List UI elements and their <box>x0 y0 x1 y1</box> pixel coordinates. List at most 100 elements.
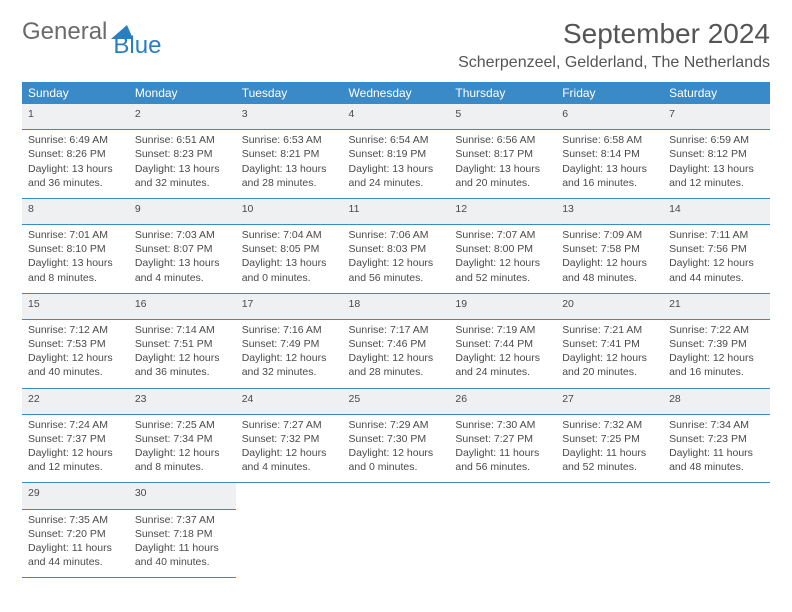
day-day2: and 36 minutes. <box>135 365 230 379</box>
day-day2: and 0 minutes. <box>349 460 444 474</box>
day-number: 21 <box>663 293 770 319</box>
day-cell: Sunrise: 7:07 AMSunset: 8:00 PMDaylight:… <box>449 225 556 294</box>
day-sunrise: Sunrise: 7:22 AM <box>669 323 764 337</box>
day-sunrise: Sunrise: 7:04 AM <box>242 228 337 242</box>
day-sunset: Sunset: 7:37 PM <box>28 432 123 446</box>
day-number-row: 1234567 <box>22 104 770 130</box>
day-number: 13 <box>556 198 663 224</box>
day-sunset: Sunset: 8:03 PM <box>349 242 444 256</box>
title-block: September 2024 Scherpenzeel, Gelderland,… <box>458 18 770 72</box>
day-day1: Daylight: 12 hours <box>669 351 764 365</box>
day-number: 20 <box>556 293 663 319</box>
day-sunset: Sunset: 7:20 PM <box>28 527 123 541</box>
day-day1: Daylight: 12 hours <box>349 446 444 460</box>
day-day2: and 0 minutes. <box>242 271 337 285</box>
day-day1: Daylight: 11 hours <box>562 446 657 460</box>
day-sunset: Sunset: 7:27 PM <box>455 432 550 446</box>
day-content-row: Sunrise: 7:35 AMSunset: 7:20 PM Daylight:… <box>22 509 770 578</box>
day-number: 25 <box>343 388 450 414</box>
day-day2: and 4 minutes. <box>242 460 337 474</box>
day-number-row: 22232425262728 <box>22 388 770 414</box>
day-sunrise: Sunrise: 7:01 AM <box>28 228 123 242</box>
day-cell: Sunrise: 7:17 AMSunset: 7:46 PMDaylight:… <box>343 319 450 388</box>
day-day2: and 44 minutes. <box>28 555 123 569</box>
weekday-header: Monday <box>129 82 236 104</box>
day-number: 16 <box>129 293 236 319</box>
day-sunset: Sunset: 7:51 PM <box>135 337 230 351</box>
day-number <box>236 483 343 509</box>
day-day2: and 52 minutes. <box>562 460 657 474</box>
weekday-header: Wednesday <box>343 82 450 104</box>
day-day1: Daylight: 13 hours <box>242 162 337 176</box>
day-number: 23 <box>129 388 236 414</box>
day-sunset: Sunset: 8:23 PM <box>135 147 230 161</box>
day-cell: Sunrise: 6:59 AMSunset: 8:12 PMDaylight:… <box>663 130 770 199</box>
day-cell: Sunrise: 6:53 AMSunset: 8:21 PMDaylight:… <box>236 130 343 199</box>
day-number: 8 <box>22 198 129 224</box>
day-sunset: Sunset: 7:41 PM <box>562 337 657 351</box>
day-day1: Daylight: 11 hours <box>135 541 230 555</box>
day-cell: Sunrise: 6:51 AMSunset: 8:23 PMDaylight:… <box>129 130 236 199</box>
day-day1: Daylight: 12 hours <box>455 351 550 365</box>
day-cell: Sunrise: 7:32 AMSunset: 7:25 PMDaylight:… <box>556 414 663 483</box>
day-cell <box>556 509 663 578</box>
day-day2: and 32 minutes. <box>135 176 230 190</box>
day-sunset: Sunset: 8:14 PM <box>562 147 657 161</box>
day-day2: and 44 minutes. <box>669 271 764 285</box>
header: General Blue September 2024 Scherpenzeel… <box>22 18 770 72</box>
day-cell: Sunrise: 7:04 AMSunset: 8:05 PMDaylight:… <box>236 225 343 294</box>
day-cell: Sunrise: 7:30 AMSunset: 7:27 PMDaylight:… <box>449 414 556 483</box>
day-cell: Sunrise: 6:56 AMSunset: 8:17 PMDaylight:… <box>449 130 556 199</box>
day-sunset: Sunset: 7:34 PM <box>135 432 230 446</box>
day-sunrise: Sunrise: 6:51 AM <box>135 133 230 147</box>
day-sunrise: Sunrise: 7:11 AM <box>669 228 764 242</box>
day-sunrise: Sunrise: 7:16 AM <box>242 323 337 337</box>
day-cell: Sunrise: 6:49 AMSunset: 8:26 PMDaylight:… <box>22 130 129 199</box>
day-cell <box>449 509 556 578</box>
day-day2: and 56 minutes. <box>455 460 550 474</box>
day-sunrise: Sunrise: 7:29 AM <box>349 418 444 432</box>
day-content-row: Sunrise: 7:01 AMSunset: 8:10 PMDaylight:… <box>22 225 770 294</box>
day-cell: Sunrise: 7:16 AMSunset: 7:49 PMDaylight:… <box>236 319 343 388</box>
day-sunrise: Sunrise: 7:12 AM <box>28 323 123 337</box>
day-cell: Sunrise: 7:09 AMSunset: 7:58 PMDaylight:… <box>556 225 663 294</box>
day-sunrise: Sunrise: 7:03 AM <box>135 228 230 242</box>
day-day1: Daylight: 13 hours <box>669 162 764 176</box>
day-number: 1 <box>22 104 129 130</box>
day-sunrise: Sunrise: 6:49 AM <box>28 133 123 147</box>
day-number: 14 <box>663 198 770 224</box>
day-sunrise: Sunrise: 7:37 AM <box>135 513 230 527</box>
day-day2: and 52 minutes. <box>455 271 550 285</box>
day-sunset: Sunset: 7:39 PM <box>669 337 764 351</box>
day-number: 9 <box>129 198 236 224</box>
day-number: 10 <box>236 198 343 224</box>
day-cell: Sunrise: 6:54 AMSunset: 8:19 PMDaylight:… <box>343 130 450 199</box>
day-day2: and 8 minutes. <box>28 271 123 285</box>
day-sunrise: Sunrise: 6:54 AM <box>349 133 444 147</box>
day-day2: and 4 minutes. <box>135 271 230 285</box>
day-number: 29 <box>22 483 129 509</box>
day-day2: and 48 minutes. <box>562 271 657 285</box>
day-sunset: Sunset: 7:44 PM <box>455 337 550 351</box>
day-number: 15 <box>22 293 129 319</box>
day-sunset: Sunset: 8:12 PM <box>669 147 764 161</box>
day-day1: Daylight: 13 hours <box>135 162 230 176</box>
day-number: 26 <box>449 388 556 414</box>
day-day1: Daylight: 12 hours <box>242 351 337 365</box>
day-content-row: Sunrise: 6:49 AMSunset: 8:26 PMDaylight:… <box>22 130 770 199</box>
day-day1: Daylight: 12 hours <box>562 256 657 270</box>
day-number: 22 <box>22 388 129 414</box>
day-cell: Sunrise: 7:06 AMSunset: 8:03 PMDaylight:… <box>343 225 450 294</box>
day-number <box>343 483 450 509</box>
day-sunrise: Sunrise: 6:58 AM <box>562 133 657 147</box>
day-sunrise: Sunrise: 7:21 AM <box>562 323 657 337</box>
day-sunset: Sunset: 8:07 PM <box>135 242 230 256</box>
day-number: 18 <box>343 293 450 319</box>
day-number: 11 <box>343 198 450 224</box>
weekday-header: Friday <box>556 82 663 104</box>
day-sunrise: Sunrise: 7:35 AM <box>28 513 123 527</box>
day-day1: Daylight: 13 hours <box>28 162 123 176</box>
day-cell: Sunrise: 7:19 AMSunset: 7:44 PMDaylight:… <box>449 319 556 388</box>
day-number: 7 <box>663 104 770 130</box>
day-number-row: 2930 <box>22 483 770 509</box>
